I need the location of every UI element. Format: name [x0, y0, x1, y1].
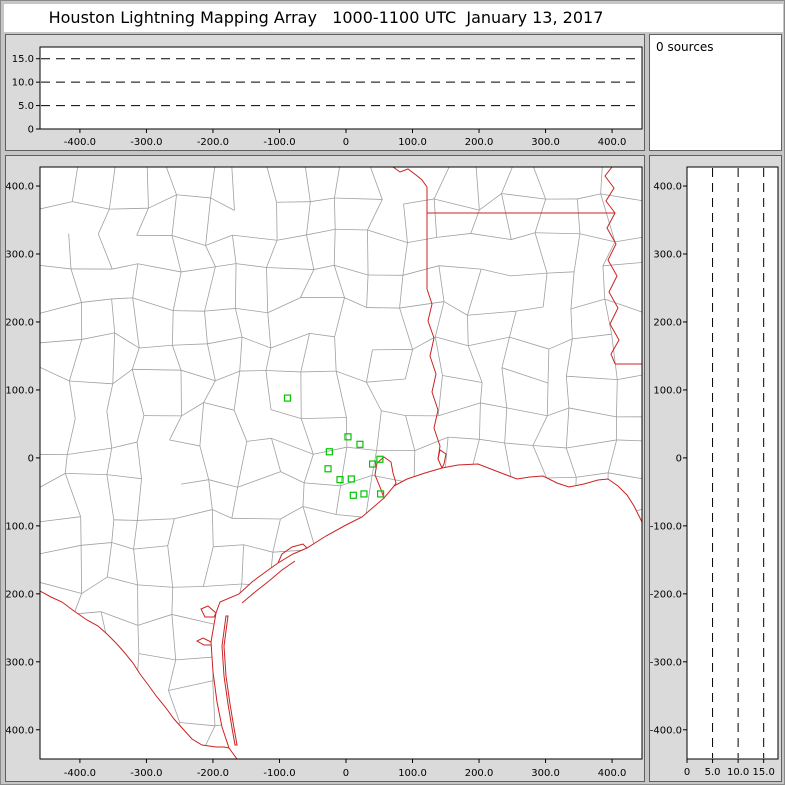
tick-label: 300.0: [653, 249, 682, 260]
lma-station: [360, 490, 368, 498]
tick-label: 100.0: [398, 768, 427, 779]
tick-label: 300.0: [531, 137, 560, 148]
lma-station-markers: [283, 394, 385, 499]
tick-label: 200.0: [6, 317, 34, 328]
tick-label: -200.0: [197, 137, 229, 148]
galveston-bay: [374, 456, 397, 499]
tick-label: -300.0: [130, 137, 162, 148]
padre-island: [221, 615, 238, 746]
tick-label: 400.0: [653, 182, 682, 193]
altitude-time-canvas[interactable]: 0 5.0 10.0 15.0 -400.0 -300.0 -200.0 -100.0 0 100…: [6, 35, 644, 150]
matagorda-island: [241, 560, 296, 604]
tick-label: -300.0: [130, 768, 162, 779]
tick-label: 0: [343, 137, 349, 148]
tick-label: 0: [343, 768, 349, 779]
lma-station: [356, 440, 364, 448]
tick-label: -200.0: [6, 589, 34, 600]
red-river-border: [392, 167, 428, 192]
sabine-lake: [437, 449, 447, 469]
lma-station: [283, 394, 292, 402]
tick-label: 100.0: [398, 137, 427, 148]
tick-label: 5.0: [705, 767, 721, 778]
tick-label: 400.0: [6, 182, 34, 193]
tick-label: -400.0: [6, 725, 34, 736]
mississippi-river-border: [604, 167, 620, 365]
lma-station: [344, 433, 352, 441]
tick-label: 0: [28, 125, 34, 136]
tick-label: 10.0: [727, 767, 749, 778]
tick-label: 400.0: [598, 137, 627, 148]
tick-label: 15.0: [753, 767, 775, 778]
plan-view-border: [39, 166, 643, 760]
altitude-northsouth-panel: 400.0 300.0 200.0 100.0 0 -100.0 -200.0 -300.0 -…: [649, 155, 782, 782]
tick-label: -100.0: [263, 137, 295, 148]
tick-label: 5.0: [18, 101, 34, 112]
tick-label: 200.0: [653, 317, 682, 328]
mexico-area: [40, 591, 237, 759]
lma-station: [347, 475, 355, 483]
gulf-of-mexico: [211, 464, 642, 759]
tick-label: 200.0: [465, 137, 494, 148]
tick-label: -400.0: [650, 725, 682, 736]
tick-label: 10.0: [12, 78, 34, 89]
matagorda-bay: [277, 543, 308, 564]
lma-station: [349, 491, 357, 499]
alt-time-plot-area: [39, 46, 643, 130]
tick-label: 300.0: [531, 768, 560, 779]
lma-station: [376, 455, 384, 463]
tick-label: -400.0: [64, 768, 96, 779]
plan-view-canvas[interactable]: 400.0 300.0 200.0 100.0 0 -100.0 -200.0 -300.0 -…: [6, 156, 644, 781]
tick-label: -200.0: [197, 768, 229, 779]
window-title: Houston Lightning Mapping Array 1000-110…: [48, 8, 604, 27]
rio-grande-border: [40, 590, 230, 749]
lma-station: [368, 460, 377, 468]
tick-label: 300.0: [6, 249, 34, 260]
state-borders-coastline: [40, 167, 642, 759]
tick-label: 100.0: [6, 385, 34, 396]
tick-label: 15.0: [12, 54, 34, 65]
tick-label: -400.0: [64, 137, 96, 148]
lma-station: [376, 490, 385, 498]
corpus-christi-bay: [200, 605, 217, 618]
tick-label: -200.0: [650, 589, 682, 600]
tick-label: -300.0: [650, 657, 682, 668]
title-bar: Houston Lightning Mapping Array 1000-110…: [4, 4, 783, 32]
plan-view-panel: 400.0 300.0 200.0 100.0 0 -100.0 -200.0 -300.0 -…: [5, 155, 645, 782]
lma-station: [325, 448, 333, 456]
tick-label: -100.0: [263, 768, 295, 779]
alt-ns-plot-area: [686, 166, 779, 760]
tick-label: -300.0: [6, 657, 34, 668]
tick-label: 400.0: [598, 768, 627, 779]
tick-label: -100.0: [650, 521, 682, 532]
tick-label: 0: [676, 453, 682, 464]
lma-station: [336, 476, 344, 484]
tick-label: 0: [28, 453, 34, 464]
tick-label: 0: [684, 767, 690, 778]
sources-count-label: 0 sources: [656, 40, 714, 54]
tick-label: -100.0: [6, 521, 34, 532]
sabine-river-border: [426, 288, 443, 469]
gulf-coastline: [210, 463, 642, 759]
altitude-time-panel: 0 5.0 10.0 15.0 -400.0 -300.0 -200.0 -100.0 0 100…: [5, 34, 645, 151]
altitude-northsouth-canvas[interactable]: 400.0 300.0 200.0 100.0 0 -100.0 -200.0 -300.0 -…: [650, 156, 781, 781]
sources-counter-panel: 0 sources: [649, 34, 782, 151]
tick-label: 200.0: [465, 768, 494, 779]
lma-station: [324, 465, 332, 473]
tick-label: 100.0: [653, 385, 682, 396]
baffin-bay: [195, 637, 212, 646]
